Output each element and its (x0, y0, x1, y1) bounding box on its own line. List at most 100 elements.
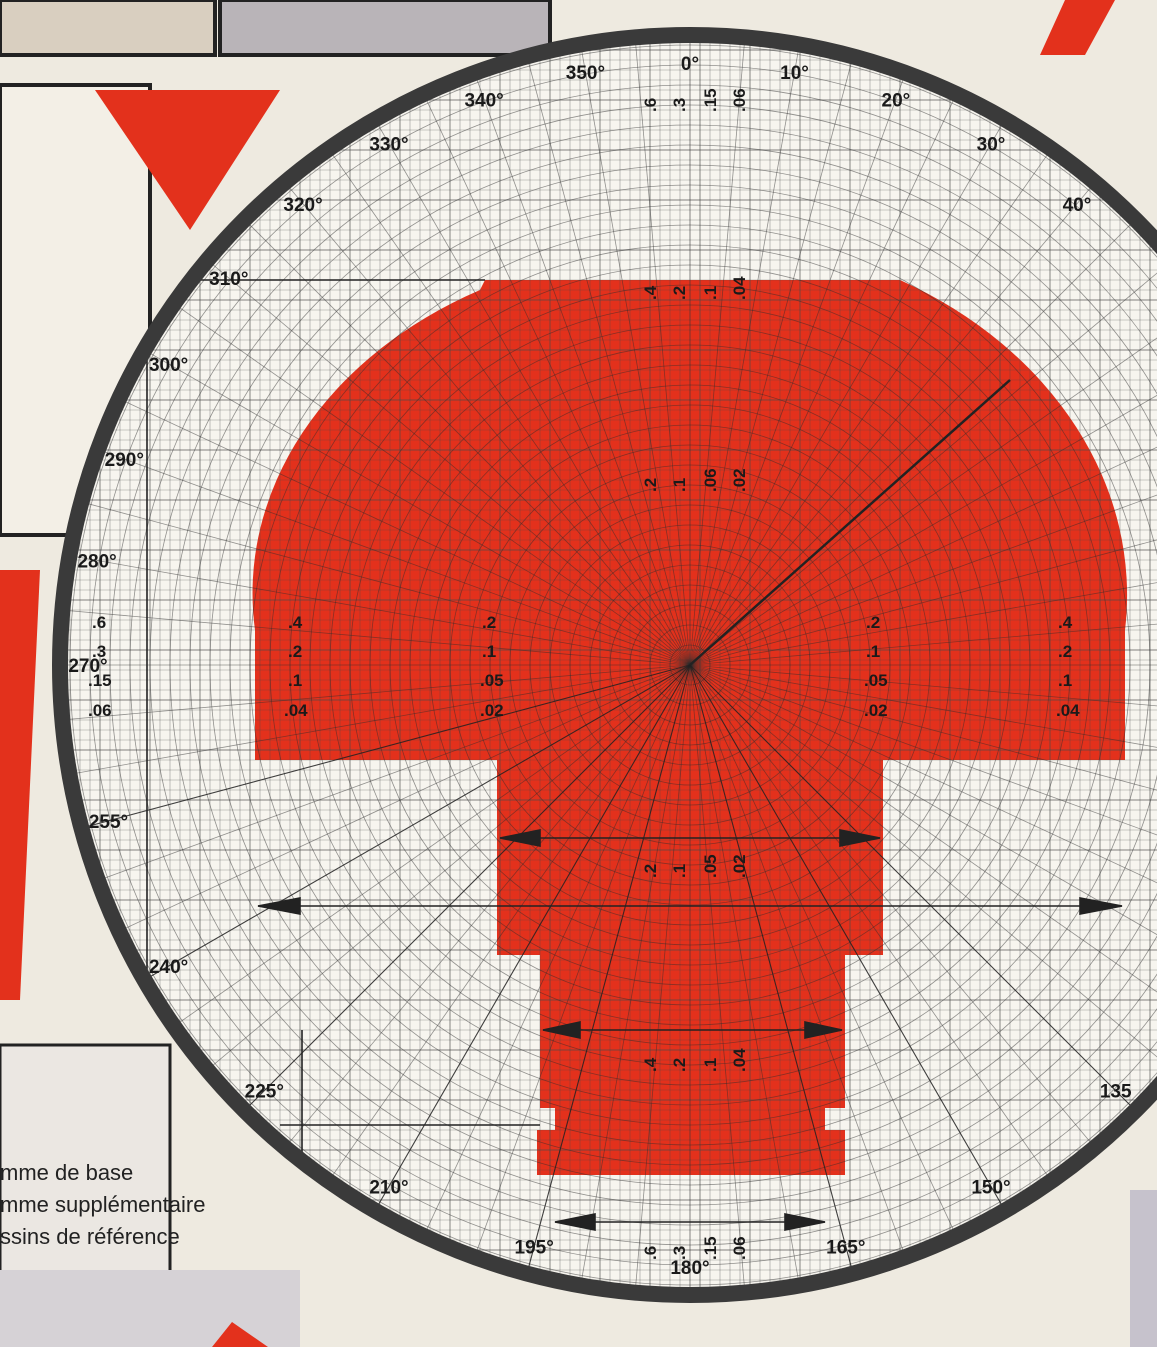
polar-spoke (689, 664, 1157, 829)
polar-spoke (526, 56, 691, 666)
polar-spoke (689, 449, 1157, 666)
polar-spoke (689, 119, 1006, 666)
left-head-label: .1 (288, 671, 302, 690)
stem-arrow-right (839, 829, 881, 847)
bottom-red-wedge (212, 1322, 268, 1347)
bottom-scale-label: .06 (730, 1236, 749, 1260)
polar-spoke (173, 664, 691, 1027)
top-scale-label: .15 (701, 88, 720, 112)
angle-label: 255° (89, 812, 128, 833)
polar-spoke (689, 93, 957, 666)
bottom-scale-label: .15 (701, 1236, 720, 1260)
polar-spoke (580, 44, 691, 666)
protractor-disc (52, 27, 1157, 1303)
left-inner-label: .1 (482, 642, 496, 661)
right-head-label: .2 (1058, 642, 1072, 661)
polar-spoke (689, 664, 957, 1237)
top-scale-label: .06 (730, 88, 749, 112)
polar-spoke (474, 72, 691, 666)
foot-arrow-right (784, 1213, 826, 1231)
lower-scale-label: .2 (670, 1058, 689, 1072)
left-outer-scale: .6 .3 .15 .06 (88, 613, 112, 720)
polar-spoke (689, 664, 1157, 981)
bottom-left-panel (0, 1270, 300, 1347)
top-left-swatch (0, 0, 217, 57)
left-head-label: .4 (288, 613, 303, 632)
polar-spoke (689, 664, 1157, 721)
stem-scale-label: .05 (701, 854, 720, 878)
angle-label: 320° (283, 195, 322, 216)
right-inner-label: .05 (864, 671, 888, 690)
polar-spoke (689, 664, 800, 1286)
left-head-label: .04 (284, 701, 308, 720)
polar-spoke (689, 664, 906, 1258)
head-arrow-left (257, 897, 301, 915)
polar-spoke (689, 664, 1157, 932)
head-scale-label: .1 (701, 286, 720, 300)
left-red-triangle (95, 90, 280, 230)
angle-label: 280° (77, 551, 116, 572)
left-inner-label: .2 (482, 613, 496, 632)
bottom-scale-label: .6 (641, 1246, 660, 1260)
top-scale-label: .3 (670, 98, 689, 112)
polar-spoke (634, 37, 691, 666)
lower-scale: .4 .2 .1 .04 (641, 1048, 749, 1072)
polar-spoke (118, 398, 691, 666)
polar-spoke (118, 664, 691, 932)
angle-label: 0° (681, 54, 699, 75)
polar-spoke (689, 44, 800, 666)
left-inner-label: .02 (480, 701, 504, 720)
angle-label: 210° (369, 1177, 408, 1198)
angle-label: 300° (149, 355, 188, 376)
polar-spoke (244, 219, 691, 666)
foot-arrow-left (554, 1213, 596, 1231)
polar-spoke (689, 72, 906, 666)
angle-label: 225° (245, 1082, 284, 1103)
polar-spoke (69, 664, 691, 775)
disc-rim (52, 27, 1157, 1303)
polar-spoke (689, 664, 1157, 775)
angle-ray (144, 664, 691, 981)
head-inner-label: .02 (730, 468, 749, 492)
left-outer-label: .3 (92, 642, 106, 661)
right-head-label: .4 (1058, 613, 1073, 632)
lower-left-panel (0, 1043, 172, 1277)
head-scale-label: .2 (670, 286, 689, 300)
dimension-lines (140, 279, 1123, 1231)
left-outer-label: .15 (88, 671, 112, 690)
top-right-red-wedge (1040, 0, 1115, 55)
bottom-scale-label: .3 (670, 1246, 689, 1260)
polar-spoke (689, 148, 1052, 666)
polar-spoke (689, 303, 1157, 666)
right-inner-label: .02 (864, 701, 888, 720)
head-inner-label: .1 (670, 478, 689, 492)
lower-scale-label: .1 (701, 1058, 720, 1072)
stem-scale-label: .02 (730, 854, 749, 878)
legend-text: mme de base mme supplémentaire ssins de … (0, 1160, 205, 1249)
legend-line-3: ssins de référence (0, 1224, 180, 1249)
angle-ray (374, 664, 691, 1211)
head-scale: .4 .2 .1 .04 (641, 276, 749, 300)
angle-label: 240° (149, 957, 188, 978)
left-head-label: .2 (288, 642, 302, 661)
polar-spoke (62, 664, 691, 721)
neck-arrow-right (804, 1021, 843, 1039)
left-red-lower (0, 570, 40, 1000)
stem-scale-label: .1 (670, 864, 689, 878)
polar-spoke (144, 349, 691, 666)
angle-label: 40° (1063, 195, 1092, 216)
polar-spoke (474, 664, 691, 1258)
angle-ray (244, 664, 691, 1111)
angle-ray (689, 664, 1136, 1111)
right-head-label: .1 (1058, 671, 1072, 690)
head-inner-label: .2 (641, 478, 660, 492)
top-scale-label: .6 (641, 98, 660, 112)
legend-line-1: mme de base (0, 1160, 133, 1185)
polar-spoke (689, 56, 854, 666)
angle-label: 165° (826, 1237, 865, 1258)
polar-spoke (689, 349, 1157, 666)
angle-ray (689, 664, 854, 1274)
angle-label: 330° (369, 135, 408, 156)
angle-ray (526, 664, 691, 1274)
